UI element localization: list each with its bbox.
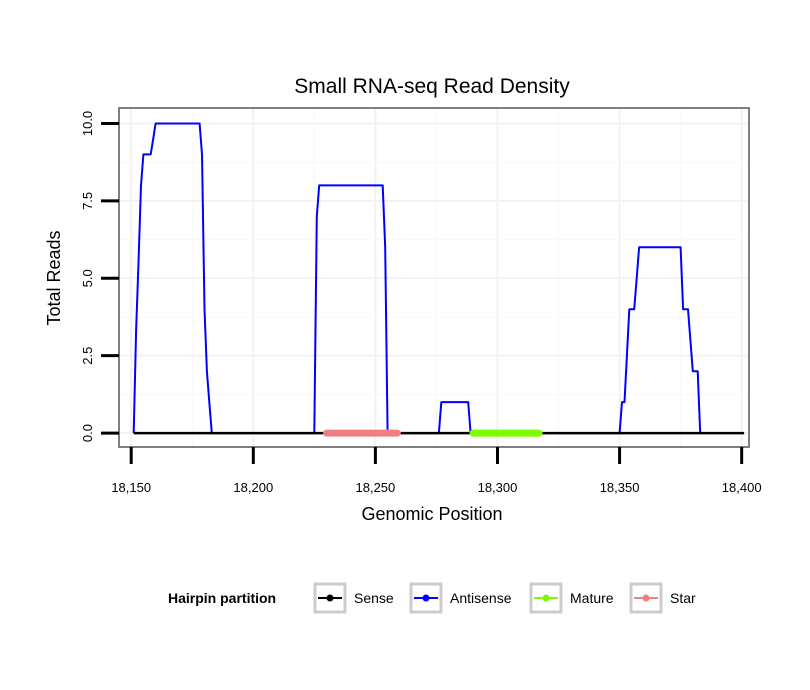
legend-item-mature: Mature [529, 582, 614, 614]
x-tick-label: 18,300 [478, 480, 518, 495]
legend-key-point [422, 594, 430, 602]
legend-label: Sense [354, 590, 394, 606]
y-tick-label: 10.0 [80, 111, 95, 136]
y-tick-label: 7.5 [80, 192, 95, 210]
x-axis-title: Genomic Position [361, 504, 502, 524]
legend-key-point [326, 594, 334, 602]
legend-item-star: Star [629, 582, 696, 614]
chart-title: Small RNA-seq Read Density [294, 75, 570, 98]
y-tick-label: 5.0 [80, 269, 95, 287]
legend-title: Hairpin partition [168, 590, 276, 606]
legend-key-point [642, 594, 650, 602]
x-tick-label: 18,400 [722, 480, 762, 495]
plot-area [118, 107, 750, 448]
x-tick-label: 18,350 [600, 480, 640, 495]
y-axis: 0.0 2.5 5.0 7.5 10.0 [80, 111, 119, 442]
legend-label: Mature [570, 590, 614, 606]
y-tick-label: 0.0 [80, 424, 95, 442]
legend-label: Star [670, 590, 696, 606]
legend-entries: Sense Antisense Mature Star [313, 582, 696, 614]
series-line-antisense [132, 122, 702, 435]
legend-item-sense: Sense [313, 582, 394, 614]
legend-label: Antisense [450, 590, 512, 606]
y-axis-title: Total Reads [44, 230, 64, 325]
series-layer [132, 122, 745, 435]
x-tick-label: 18,150 [111, 480, 151, 495]
x-axis: 18,150 18,200 18,250 18,300 18,350 18,400 [111, 447, 762, 495]
x-tick-label: 18,200 [233, 480, 273, 495]
y-tick-label: 2.5 [80, 347, 95, 365]
x-tick-label: 18,250 [356, 480, 396, 495]
gridlines [119, 108, 749, 447]
legend-key-point [542, 594, 550, 602]
legend: Hairpin partition Sense Antisense Mature St… [168, 582, 696, 614]
legend-item-antisense: Antisense [409, 582, 512, 614]
